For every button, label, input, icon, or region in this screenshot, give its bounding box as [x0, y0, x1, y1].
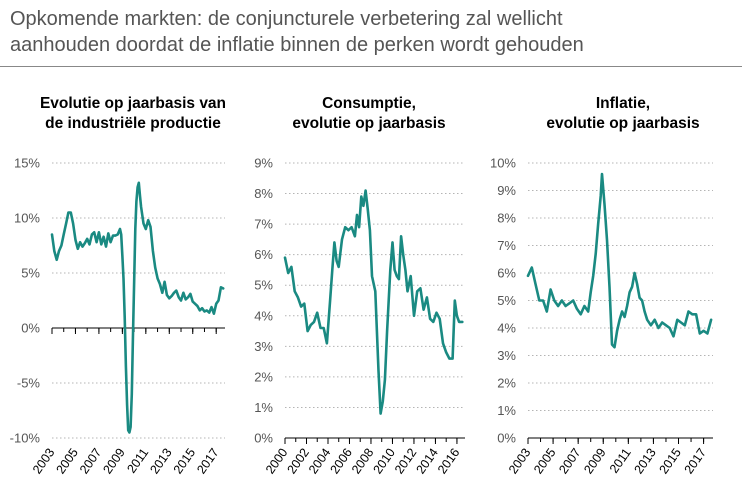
y-tick-label: 6%	[254, 247, 273, 262]
y-tick-label: 3%	[497, 348, 516, 363]
x-tick-label: 2016	[435, 446, 462, 477]
page-title: Opkomende markten: de conjuncturele verb…	[10, 6, 730, 58]
x-tick-label: 2017	[194, 446, 221, 477]
series-line	[50, 181, 225, 434]
x-tick-label: 2003	[30, 446, 57, 477]
x-tick-label: 2009	[581, 446, 608, 477]
x-tick-label: 2005	[531, 446, 558, 477]
y-tick-label: 8%	[254, 186, 273, 201]
title-divider	[0, 66, 742, 67]
x-tick-label: 2003	[506, 446, 533, 477]
chart-panel-1: Evolutie op jaarbasis van de industriële …	[10, 95, 226, 477]
y-tick-label: 3%	[254, 339, 273, 354]
x-tick-label: 2015	[171, 446, 198, 477]
y-tick-label: 9%	[497, 183, 516, 198]
chart-title-line: Consumptie,	[322, 95, 416, 112]
x-tick-label: 2007	[77, 446, 104, 477]
y-tick-label: -10%	[10, 431, 41, 446]
y-tick-label: 2%	[254, 369, 273, 384]
y-tick-label: 10%	[490, 156, 516, 171]
y-tick-label: 4%	[254, 308, 273, 323]
x-tick-label: 2004	[306, 446, 333, 477]
y-tick-label: 15%	[14, 156, 40, 171]
x-tick-label: 2007	[556, 446, 583, 477]
series-line	[283, 189, 464, 415]
y-tick-label: 7%	[254, 217, 273, 232]
y-tick-label: 8%	[497, 211, 516, 226]
y-tick-label: 4%	[497, 321, 516, 336]
y-tick-label: 5%	[21, 266, 40, 281]
chart-title-line: evolutie op jaarbasis	[292, 115, 445, 132]
x-tick-label: 2015	[657, 446, 684, 477]
x-tick-label: 2011	[607, 446, 634, 476]
x-tick-label: 2000	[263, 446, 290, 477]
y-tick-label: 9%	[254, 156, 273, 171]
y-tick-label: 0%	[254, 431, 273, 446]
x-tick-label: 2009	[100, 446, 127, 477]
x-tick-label: 2017	[682, 446, 709, 477]
y-tick-label: 2%	[497, 376, 516, 391]
y-tick-label: 6%	[497, 266, 516, 281]
y-tick-label: 10%	[14, 211, 40, 226]
chart-title-line: Evolutie op jaarbasis van	[40, 95, 226, 112]
x-tick-label: 2005	[53, 446, 80, 477]
y-tick-label: 5%	[497, 293, 516, 308]
chart-panel-3: Inflatie, evolutie op jaarbasis 10% 9% 8% 7% 6…	[490, 95, 713, 477]
page-title-line-2: aanhouden doordat de inflatie binnen de …	[10, 34, 584, 56]
y-tick-label: 1%	[254, 400, 273, 415]
x-tick-label: 2013	[631, 446, 658, 477]
x-tick-label: 2002	[285, 446, 312, 477]
x-tick-label: 2013	[147, 446, 174, 477]
chart-title-line: Inflatie,	[596, 95, 650, 112]
x-tick-label: 2014	[413, 446, 440, 477]
x-tick-label: 2006	[328, 446, 355, 477]
x-tick-label: 2010	[370, 446, 397, 477]
x-tick-label: 2008	[349, 446, 376, 477]
page-title-line-1: Opkomende markten: de conjuncturele verb…	[10, 8, 563, 30]
y-tick-label: 0%	[21, 321, 40, 336]
y-tick-label: 0%	[497, 431, 516, 446]
x-tick-label: 2012	[392, 446, 419, 477]
series-line	[526, 172, 713, 349]
y-tick-label: 1%	[497, 403, 516, 418]
x-tick-label: 2011	[124, 446, 151, 476]
y-tick-label: 5%	[254, 278, 273, 293]
y-tick-label: 7%	[497, 238, 516, 253]
y-tick-label: -5%	[17, 376, 41, 391]
chart-title-line: de industriële productie	[45, 115, 221, 132]
chart-title-line: evolutie op jaarbasis	[546, 115, 699, 132]
chart-panel-2: Consumptie, evolutie op jaarbasis 9% 8% 7% 6%…	[254, 95, 465, 477]
